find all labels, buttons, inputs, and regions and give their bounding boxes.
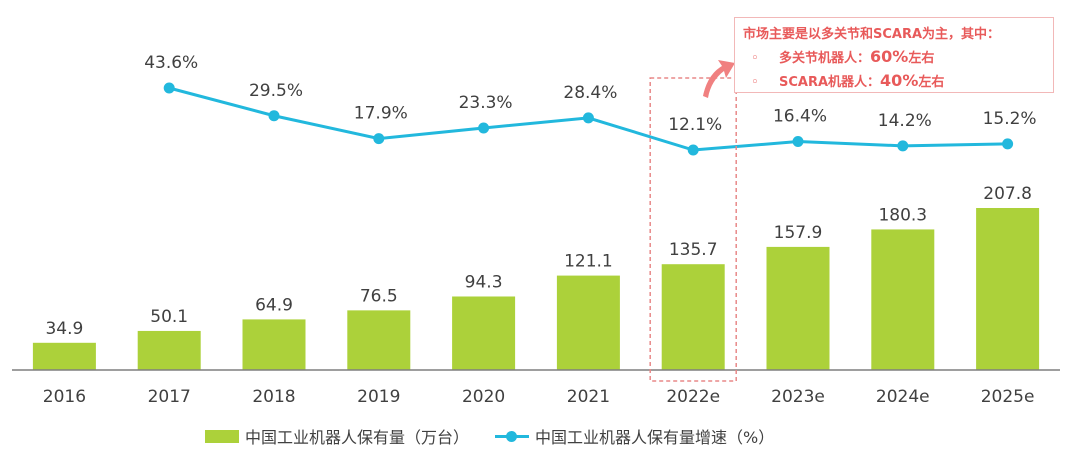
x-tick-label: 2016 xyxy=(43,387,86,407)
growth-value-label: 16.4% xyxy=(773,107,827,127)
x-tick-label: 2019 xyxy=(357,387,400,407)
bars-layer: 34.9 50.1 64.9 76.5 94.3 121.1 135.7 157.9 180.3… xyxy=(32,184,1040,370)
bar-value-label: 157.9 xyxy=(774,223,823,243)
bar-2019 xyxy=(347,310,411,370)
bar-2025e xyxy=(976,207,1040,370)
growth-point-2024e xyxy=(897,140,909,152)
x-axis: 2016 2017 2018 2019 2020 2021 2022e 2023e 2024e 2… xyxy=(12,369,1060,407)
legend-item-bar: 中国工业机器人保有量（万台） xyxy=(205,424,469,448)
legend-bar-label: 中国工业机器人保有量（万台） xyxy=(245,428,470,447)
growth-value-label: 29.5% xyxy=(249,81,303,101)
bar-2016 xyxy=(32,342,96,370)
annotation-item-scara: ◦ SCARA机器人： 40% 左右 xyxy=(743,70,1045,94)
bar-value-label: 76.5 xyxy=(360,286,398,306)
bar-2021 xyxy=(556,275,620,370)
bar-value-label: 135.7 xyxy=(669,240,718,260)
bar-value-label: 207.8 xyxy=(983,184,1032,204)
legend-bar-swatch xyxy=(205,429,239,443)
growth-value-label: 43.6% xyxy=(144,53,198,73)
annotation-value: 60% xyxy=(870,47,909,66)
growth-point-2022e xyxy=(687,144,699,156)
growth-value-label: 23.3% xyxy=(459,93,513,113)
x-tick-label: 2024e xyxy=(876,387,930,407)
bar-value-label: 94.3 xyxy=(465,272,503,292)
annotation-label: 多关节机器人： xyxy=(779,51,871,66)
bar-2022e xyxy=(661,264,725,370)
growth-point-2017 xyxy=(163,82,175,94)
bar-value-label: 34.9 xyxy=(45,319,83,339)
bar-value-label: 50.1 xyxy=(150,307,188,327)
annotation-box: 市场主要是以多关节和SCARA为主，其中： ◦ 多关节机器人： 60% 左右 ◦… xyxy=(734,17,1054,93)
growth-value-label: 28.4% xyxy=(563,83,617,103)
legend-line-swatch xyxy=(495,430,530,443)
bullet-icon: ◦ xyxy=(751,75,759,90)
curved-arrow-icon xyxy=(703,60,735,98)
highlight-layer xyxy=(649,60,737,382)
annotation-label: SCARA机器人： xyxy=(779,75,881,90)
bar-2018 xyxy=(242,319,306,370)
growth-value-label: 17.9% xyxy=(354,104,408,124)
bar-2023e xyxy=(766,246,830,370)
annotation-value: 40% xyxy=(880,71,919,90)
bar-value-label: 121.1 xyxy=(564,252,613,272)
growth-point-2019 xyxy=(373,133,385,145)
growth-point-2021 xyxy=(582,112,594,124)
bar-2017 xyxy=(137,330,201,370)
legend: 中国工业机器人保有量（万台） 中国工业机器人保有量增速（%） xyxy=(205,424,800,448)
highlight-box xyxy=(649,77,737,382)
bar-2020 xyxy=(452,296,516,370)
growth-point-2025e xyxy=(1002,138,1014,150)
growth-point-2023e xyxy=(792,136,804,148)
x-tick-label: 2020 xyxy=(462,387,505,407)
growth-value-label: 12.1% xyxy=(668,115,722,135)
x-tick-label: 2018 xyxy=(252,387,295,407)
bar-2024e xyxy=(871,229,935,370)
growth-value-label: 14.2% xyxy=(878,111,932,131)
annotation-title: 市场主要是以多关节和SCARA为主，其中： xyxy=(743,27,1001,42)
bullet-icon: ◦ xyxy=(751,51,759,66)
x-tick-label: 2022e xyxy=(666,387,720,407)
legend-item-line: 中国工业机器人保有量增速（%） xyxy=(495,424,774,448)
growth-value-label: 15.2% xyxy=(983,109,1037,129)
growth-line-layer: 43.6% 29.5% 17.9% 23.3% 28.4% 12.1% 16.4% 14.2%… xyxy=(144,53,1037,156)
growth-point-2018 xyxy=(268,110,280,122)
x-tick-label: 2021 xyxy=(567,387,610,407)
legend-line-label: 中国工业机器人保有量增速（%） xyxy=(535,428,775,447)
bar-value-label: 180.3 xyxy=(878,205,927,225)
x-tick-label: 2025e xyxy=(981,387,1035,407)
growth-point-2020 xyxy=(478,122,490,134)
annotation-item-multijoint: ◦ 多关节机器人： 60% 左右 xyxy=(743,46,1045,70)
x-tick-label: 2023e xyxy=(771,387,825,407)
annotation-suffix: 左右 xyxy=(908,51,935,66)
bar-value-label: 64.9 xyxy=(255,295,293,315)
x-tick-label: 2017 xyxy=(148,387,191,407)
annotation-suffix: 左右 xyxy=(918,75,945,90)
